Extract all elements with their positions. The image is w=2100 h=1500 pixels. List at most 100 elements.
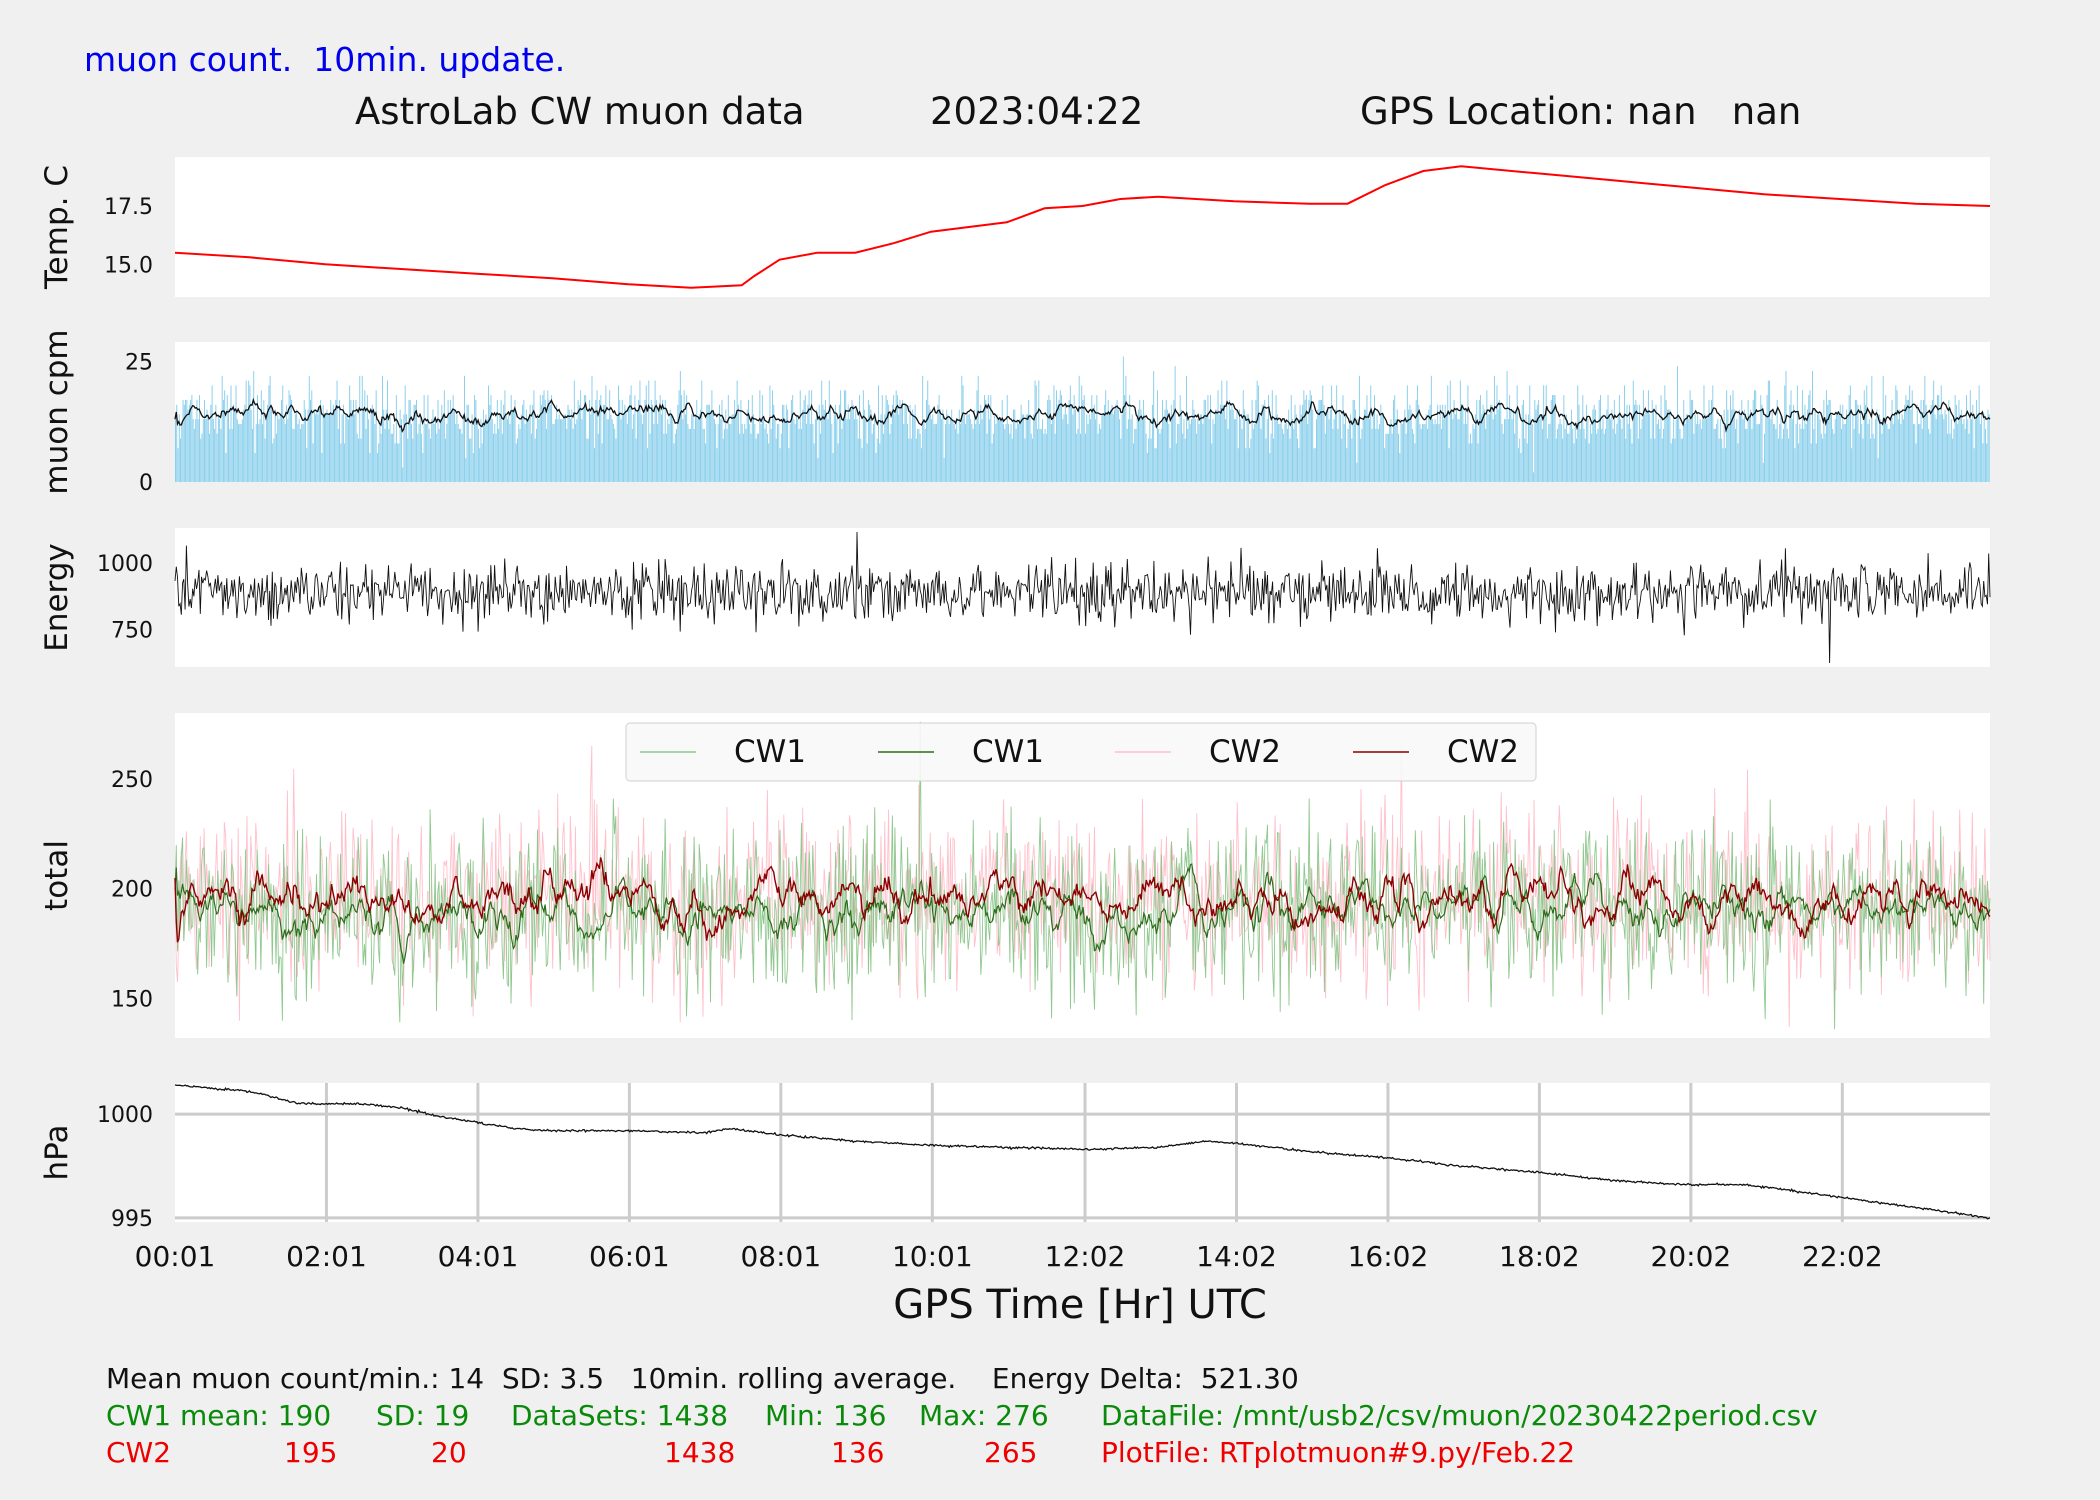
muon-bar: [451, 409, 453, 482]
muon-bar: [1448, 448, 1450, 482]
legend-box: [625, 722, 1537, 782]
muon-bar: [1844, 424, 1846, 482]
muon-bar: [875, 453, 877, 482]
muon-bar: [1931, 399, 1933, 482]
muon-bar: [946, 409, 948, 482]
muon-bar: [932, 414, 934, 482]
muon-bar: [970, 419, 972, 482]
muon-bar: [450, 399, 452, 482]
muon-bar: [1271, 390, 1273, 482]
muon-bar: [987, 395, 989, 482]
muon-bar: [1415, 399, 1417, 482]
muon-bar: [1408, 409, 1410, 482]
muon-bar: [1733, 409, 1735, 482]
muon-bar: [756, 433, 758, 482]
muon-bar: [615, 438, 617, 482]
muon-bar: [494, 424, 496, 482]
muon-bar: [729, 424, 731, 482]
muon-bar: [642, 424, 643, 482]
muon-bar: [1106, 414, 1108, 482]
muon-bar: [981, 419, 983, 482]
muon-bar: [535, 428, 537, 482]
muon-bar: [1189, 424, 1191, 482]
muon-bar: [1293, 428, 1295, 482]
muon-bar: [197, 419, 199, 482]
muon-bar: [350, 399, 352, 482]
muon-bar: [365, 428, 367, 482]
muon-bar: [1457, 419, 1459, 482]
muon-bar: [570, 419, 572, 482]
muon-bar: [1512, 409, 1514, 482]
muon-bar: [1828, 399, 1830, 482]
muon-bar: [823, 409, 825, 482]
muon-bar: [881, 395, 883, 482]
muon-bar: [1057, 404, 1059, 482]
muon-bar: [910, 438, 912, 482]
muon-bar: [1266, 419, 1268, 482]
muon-bar: [1079, 433, 1081, 482]
muon-bar: [209, 433, 211, 482]
muon-bar: [986, 433, 988, 482]
muon-bar: [1926, 414, 1928, 482]
muon-bar: [253, 371, 255, 482]
muon-bar: [409, 399, 411, 482]
muon-bar: [1413, 433, 1415, 482]
muon-bar: [1488, 414, 1490, 482]
cw2-datasets: 1438: [664, 1436, 736, 1469]
muon-bar: [1116, 399, 1118, 482]
muon-bar: [610, 414, 612, 482]
muon-bar: [1519, 438, 1521, 482]
muon-bar: [1781, 438, 1783, 482]
muon-bar: [1553, 395, 1555, 482]
muon-bar: [423, 395, 425, 482]
muon-bar: [202, 419, 204, 482]
muon-bar: [429, 438, 431, 482]
muon-bar: [504, 390, 506, 482]
muon-bar: [1713, 428, 1715, 482]
muon-bar: [258, 424, 260, 482]
muon-bar: [453, 409, 455, 482]
muon-bar: [366, 395, 368, 482]
muon-bar: [1262, 404, 1264, 482]
muon-bar: [395, 395, 397, 482]
muon-bar: [605, 385, 607, 482]
muon-bar: [1222, 404, 1224, 482]
muon-bar: [1644, 414, 1646, 482]
muon-bar: [1703, 385, 1705, 482]
muon-bar: [934, 424, 936, 482]
muon-bar: [1613, 399, 1615, 482]
muon-bar: [1813, 428, 1815, 482]
muon-bar: [1077, 428, 1079, 482]
muon-bar: [230, 385, 232, 482]
muon-bar: [640, 414, 642, 482]
muon-bar: [1355, 409, 1357, 482]
muon-bar: [245, 380, 247, 482]
muon-bar: [1717, 419, 1719, 482]
muon-bar: [243, 409, 245, 482]
muon-bar: [1353, 399, 1355, 482]
muon-bar: [1367, 414, 1369, 482]
muon-bar: [520, 414, 522, 482]
x-axis-tick-label: 04:01: [438, 1240, 519, 1273]
pressure-plot-area: [175, 1083, 1990, 1222]
muon-bar: [889, 433, 891, 482]
muon-bar: [1009, 433, 1011, 482]
muon-bar: [1044, 428, 1046, 482]
muon-bar: [966, 414, 968, 482]
muon-bar: [1799, 424, 1801, 482]
muon-bar: [1507, 419, 1509, 482]
muon-bar: [886, 399, 888, 482]
muon-bar: [947, 414, 949, 482]
muon-bar: [765, 424, 767, 482]
muon-bar: [1688, 419, 1690, 482]
muon-bar: [874, 414, 876, 482]
muon-bar: [789, 424, 791, 482]
muon-bar: [1660, 395, 1662, 482]
muon-bar: [427, 395, 429, 482]
muon-bar: [1045, 433, 1047, 482]
muon-bar: [1319, 399, 1321, 482]
muon-bar: [812, 424, 814, 482]
muon-bar: [1178, 424, 1180, 482]
muon-bar: [1138, 409, 1139, 482]
muon-bar: [1016, 419, 1018, 482]
